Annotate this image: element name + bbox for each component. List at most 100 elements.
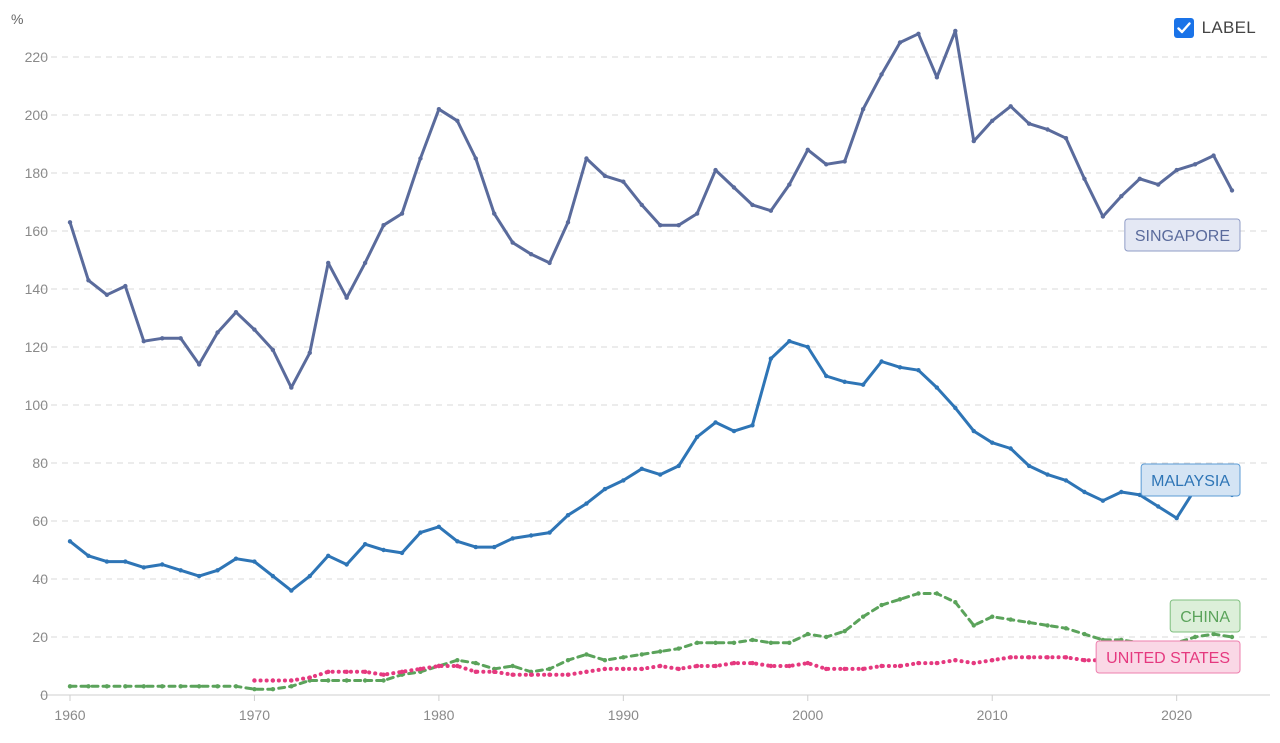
data-point[interactable] (971, 660, 976, 666)
data-point[interactable] (897, 663, 903, 669)
data-point[interactable] (824, 666, 829, 672)
data-point[interactable] (104, 684, 110, 689)
data-point[interactable] (731, 185, 737, 190)
data-point[interactable] (362, 542, 368, 547)
data-point[interactable] (141, 684, 146, 689)
data-point[interactable] (510, 240, 515, 245)
data-point[interactable] (252, 327, 257, 332)
data-point[interactable] (676, 463, 681, 469)
data-point[interactable] (584, 501, 589, 506)
data-point[interactable] (842, 629, 847, 634)
data-point[interactable] (399, 550, 405, 556)
data-point[interactable] (658, 223, 663, 228)
data-point[interactable] (1082, 658, 1087, 663)
series-line-china[interactable] (68, 592, 1234, 691)
data-point[interactable] (787, 339, 792, 344)
data-point[interactable] (676, 223, 681, 228)
data-point[interactable] (547, 530, 552, 535)
data-point[interactable] (1192, 634, 1198, 640)
data-point[interactable] (86, 278, 91, 283)
data-point[interactable] (178, 568, 183, 573)
data-point[interactable] (621, 478, 626, 483)
data-point[interactable] (528, 252, 534, 257)
data-point[interactable] (1156, 504, 1161, 509)
data-point[interactable] (1156, 182, 1161, 187)
data-point[interactable] (1045, 472, 1050, 477)
data-point[interactable] (399, 211, 405, 216)
data-point[interactable] (270, 678, 276, 683)
data-point[interactable] (971, 428, 976, 434)
data-point[interactable] (270, 687, 276, 692)
data-point[interactable] (252, 687, 257, 692)
data-point[interactable] (768, 208, 774, 213)
data-point[interactable] (141, 565, 146, 570)
data-point[interactable] (1082, 176, 1087, 181)
data-point[interactable] (934, 385, 940, 390)
data-point[interactable] (196, 362, 202, 367)
data-point[interactable] (1063, 136, 1069, 141)
data-point[interactable] (344, 678, 349, 683)
data-point[interactable] (215, 330, 220, 335)
data-point[interactable] (621, 655, 626, 660)
data-point[interactable] (824, 634, 829, 640)
data-point[interactable] (1174, 167, 1179, 173)
data-point[interactable] (233, 684, 239, 689)
data-point[interactable] (123, 283, 128, 289)
data-point[interactable] (455, 118, 460, 124)
data-point[interactable] (934, 75, 940, 80)
data-point[interactable] (658, 663, 663, 669)
data-point[interactable] (1045, 623, 1050, 628)
data-point[interactable] (713, 663, 718, 669)
data-point[interactable] (584, 156, 589, 161)
data-point[interactable] (1045, 655, 1050, 660)
data-point[interactable] (123, 684, 128, 689)
data-point[interactable] (510, 663, 515, 669)
data-point[interactable] (455, 658, 460, 663)
data-point[interactable] (842, 379, 847, 384)
data-point[interactable] (473, 660, 478, 666)
data-point[interactable] (289, 385, 294, 390)
data-point[interactable] (1119, 489, 1124, 495)
data-point[interactable] (953, 600, 958, 605)
data-point[interactable] (971, 623, 976, 628)
data-point[interactable] (289, 588, 294, 593)
data-point[interactable] (916, 31, 921, 36)
data-point[interactable] (916, 368, 921, 373)
data-point[interactable] (252, 678, 257, 683)
data-point[interactable] (160, 336, 165, 341)
data-point[interactable] (344, 669, 349, 674)
data-point[interactable] (492, 211, 497, 216)
data-point[interactable] (141, 339, 146, 344)
data-point[interactable] (990, 440, 995, 445)
data-point[interactable] (934, 660, 940, 666)
data-point[interactable] (731, 640, 737, 645)
data-point[interactable] (307, 350, 312, 355)
data-point[interactable] (990, 614, 995, 619)
data-point[interactable] (602, 173, 608, 179)
data-point[interactable] (1100, 498, 1106, 503)
data-point[interactable] (473, 156, 478, 161)
data-point[interactable] (584, 669, 589, 674)
data-point[interactable] (436, 524, 442, 529)
series-line-united-states[interactable] (252, 655, 1234, 683)
data-point[interactable] (215, 568, 220, 573)
data-point[interactable] (1137, 176, 1142, 181)
data-point[interactable] (916, 660, 921, 666)
data-point[interactable] (547, 260, 552, 266)
data-point[interactable] (510, 536, 515, 541)
data-point[interactable] (1100, 214, 1106, 219)
data-point[interactable] (436, 107, 442, 112)
data-point[interactable] (86, 553, 91, 558)
data-point[interactable] (326, 669, 331, 674)
data-point[interactable] (1211, 631, 1216, 637)
data-point[interactable] (1026, 620, 1032, 625)
data-point[interactable] (768, 663, 774, 669)
data-point[interactable] (639, 466, 644, 471)
data-point[interactable] (362, 260, 368, 266)
data-point[interactable] (1063, 655, 1069, 660)
data-point[interactable] (233, 310, 239, 315)
data-point[interactable] (713, 420, 718, 425)
data-point[interactable] (879, 72, 884, 77)
data-point[interactable] (860, 614, 866, 619)
label-toggle[interactable]: LABEL (1173, 18, 1256, 38)
